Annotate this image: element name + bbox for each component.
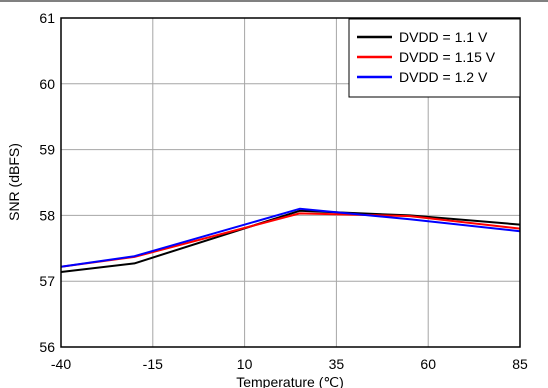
y-tick-label: 61 bbox=[39, 10, 55, 26]
series-line-2 bbox=[60, 212, 521, 268]
series-layer bbox=[60, 207, 521, 273]
series-line-3 bbox=[60, 207, 521, 268]
legend-label-3: DVDD = 1.2 V bbox=[399, 69, 488, 85]
y-tick-label: 57 bbox=[39, 273, 55, 289]
y-tick-label: 59 bbox=[39, 142, 55, 158]
y-tick-label: 60 bbox=[39, 76, 55, 92]
x-axis-title: Temperature (℃) bbox=[236, 374, 344, 388]
legend-label-2: DVDD = 1.15 V bbox=[399, 49, 496, 65]
y-axis-title: SNR (dBFS) bbox=[6, 143, 22, 221]
x-tick-label: 35 bbox=[329, 356, 345, 372]
y-tick-labels: 56 57 58 59 60 61 bbox=[39, 10, 55, 355]
y-tick-label: 58 bbox=[39, 207, 55, 223]
plot-frame bbox=[60, 17, 521, 348]
x-tick-label: 10 bbox=[237, 356, 253, 372]
x-tick-label: 60 bbox=[420, 356, 436, 372]
legend: DVDD = 1.1 V DVDD = 1.15 V DVDD = 1.2 V bbox=[348, 18, 521, 98]
x-tick-labels: -40 -15 10 35 60 85 bbox=[51, 356, 528, 372]
x-tick-label: -15 bbox=[143, 356, 163, 372]
legend-label-1: DVDD = 1.1 V bbox=[399, 29, 488, 45]
x-tick-label: 85 bbox=[512, 356, 528, 372]
series-line-1 bbox=[60, 209, 521, 273]
x-tick-label: -40 bbox=[51, 356, 71, 372]
y-tick-label: 56 bbox=[39, 339, 55, 355]
